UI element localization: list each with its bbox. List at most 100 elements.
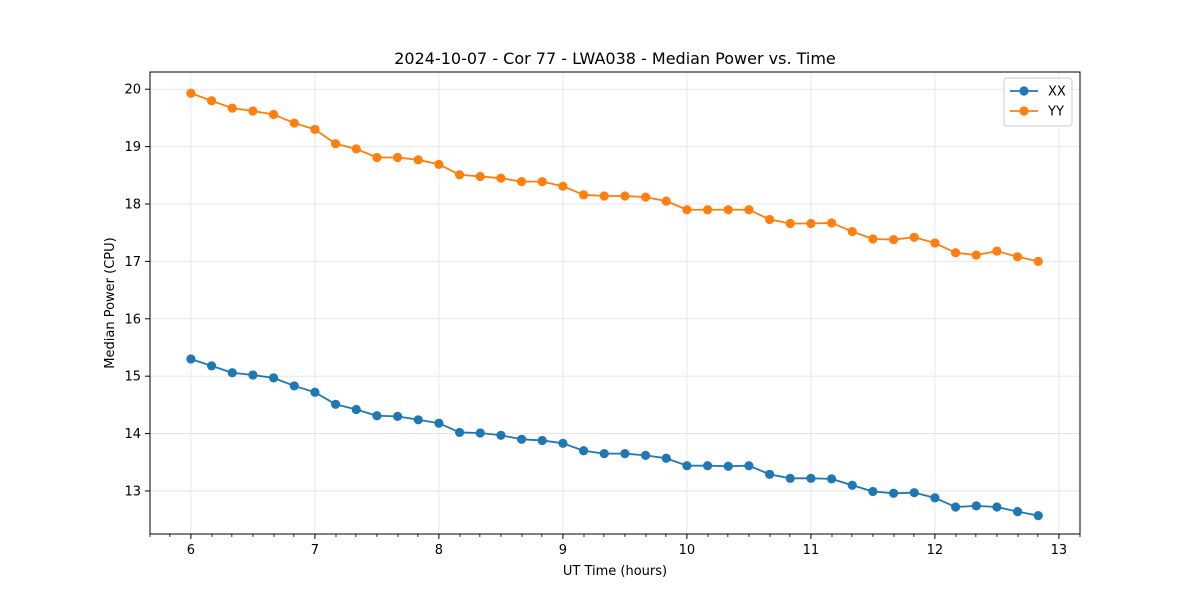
x-tick-label: 10 [679,543,696,558]
data-point-xx [1012,507,1023,517]
data-point-xx [868,486,878,497]
x-tick-label: 12 [927,543,944,558]
data-point-xx [992,502,1002,512]
data-point-xx [516,434,527,444]
x-tick-label: 8 [435,543,443,558]
data-point-yy [744,205,754,215]
data-point-yy [826,218,837,228]
data-point-yy [475,171,485,182]
data-point-yy [847,226,857,237]
y-tick-label: 18 [124,198,141,213]
data-point-yy [413,155,423,165]
chart-title: 2024-10-07 - Cor 77 - LWA038 - Median Po… [394,49,836,68]
data-point-xx [909,488,919,498]
legend-marker-yy [1019,106,1029,116]
x-tick-label: 9 [559,543,567,558]
data-point-yy [1012,252,1023,262]
data-point-xx [1033,511,1043,521]
data-point-xx [806,473,816,483]
y-tick-label: 19 [124,140,141,155]
y-tick-label: 14 [124,427,141,442]
data-point-yy [434,159,444,169]
data-point-yy [392,152,403,163]
legend-marker-xx [1019,86,1029,96]
data-point-yy [909,232,919,242]
data-point-xx [682,461,692,471]
data-point-xx [744,461,754,471]
data-point-yy [268,109,279,120]
y-axis-label: Median Power (CPU) [103,237,118,368]
data-point-xx [413,415,423,425]
data-point-yy [496,173,506,183]
data-point-yy [888,234,899,245]
data-point-yy [764,214,775,225]
data-point-xx [330,399,341,409]
data-point-xx [971,501,981,511]
data-point-xx [496,430,506,440]
data-point-yy [186,88,196,98]
data-point-yy [351,144,361,154]
data-point-yy [599,191,609,201]
data-point-xx [599,449,609,459]
data-point-yy [620,191,630,201]
data-point-yy [868,234,878,244]
data-point-yy [516,177,527,187]
y-tick-label: 20 [124,83,141,98]
data-point-yy [950,248,961,258]
data-point-xx [888,488,899,498]
data-point-yy [971,250,981,260]
data-point-xx [930,493,940,503]
data-point-yy [537,177,547,187]
data-point-xx [454,427,465,438]
x-axis-label: UT Time (hours) [563,564,667,579]
data-point-yy [723,205,733,215]
plot-frame [149,71,1081,535]
y-tick-label: 16 [124,312,141,327]
x-tick-label: 13 [1051,543,1068,558]
legend-label-yy: YY [1047,105,1064,120]
data-point-xx [558,438,568,448]
data-point-xx [537,435,547,446]
data-point-xx [764,469,775,479]
data-point-xx [310,387,320,397]
data-point-yy [578,190,589,200]
y-tick-label: 15 [124,370,141,385]
data-point-xx [620,449,630,459]
data-point-yy [1033,256,1043,266]
y-tick-label: 17 [124,255,141,270]
data-point-xx [661,453,671,463]
data-point-yy [930,238,940,248]
data-point-xx [826,474,837,484]
data-point-xx [847,480,857,490]
y-tick-label: 13 [124,484,141,499]
series-layer [186,88,1043,521]
data-point-xx [227,368,237,378]
data-point-xx [289,381,299,391]
data-point-xx [640,450,651,460]
data-point-yy [702,205,713,215]
data-point-xx [372,411,382,421]
data-point-yy [785,218,795,229]
legend: XX YY [1003,77,1073,127]
data-point-yy [227,103,237,113]
x-tick-label: 6 [187,543,195,558]
data-point-yy [454,170,465,180]
data-point-xx [206,361,217,371]
data-point-xx [186,354,196,364]
data-point-yy [206,96,217,106]
data-point-xx [950,502,961,512]
data-point-yy [289,118,299,128]
data-point-yy [558,181,568,191]
data-point-yy [806,218,816,229]
grid-lines [150,72,1080,534]
data-point-xx [578,446,589,456]
data-point-xx [785,473,795,483]
data-point-yy [330,139,341,149]
data-point-xx [702,461,713,471]
data-point-xx [351,404,361,415]
axes-layer: 6 7 8 9 10 11 12 13 13 14 15 16 17 18 19 20 [124,71,1081,558]
data-point-xx [248,370,258,380]
legend-label-xx: XX [1048,85,1066,100]
